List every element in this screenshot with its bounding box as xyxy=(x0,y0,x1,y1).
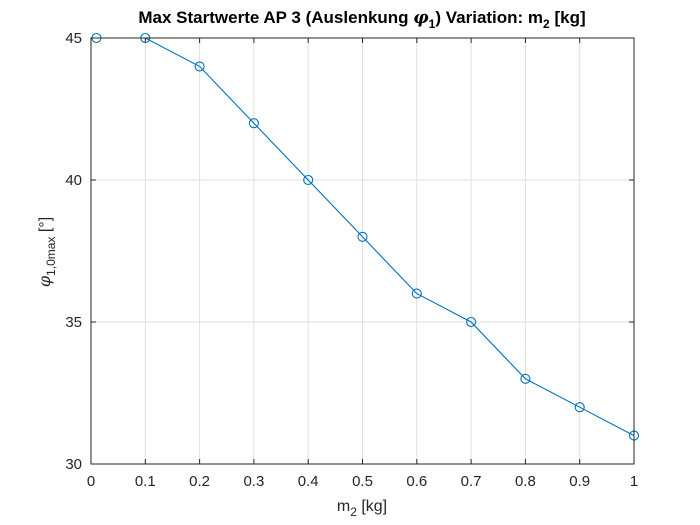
data-point-marker xyxy=(194,61,205,72)
y-tick-label: 30 xyxy=(65,456,82,473)
data-point-marker xyxy=(574,402,585,413)
y-tick-labels: 30 35 40 45 xyxy=(65,30,82,473)
data-point-marker xyxy=(520,373,531,384)
x-tick-label: 0.5 xyxy=(352,473,373,490)
x-tick-label: 0.7 xyxy=(461,473,482,490)
y-tick-label: 45 xyxy=(65,30,82,47)
tick-marks xyxy=(90,37,635,465)
data-point-marker xyxy=(248,118,259,129)
x-tick-label: 0.2 xyxy=(189,473,210,490)
chart-title: Max Startwerte AP 3 (Auslenkung φ1) Vari… xyxy=(138,8,585,31)
data-series xyxy=(91,32,640,441)
x-axis-label: m2 [kg] xyxy=(337,498,387,519)
series-line xyxy=(96,37,635,437)
y-tick-label: 35 xyxy=(65,314,82,331)
x-tick-label: 0.1 xyxy=(135,473,156,490)
x-tick-label: 1 xyxy=(630,473,638,490)
x-tick-label: 0.6 xyxy=(406,473,427,490)
data-point-marker xyxy=(466,316,477,328)
x-tick-label: 0.9 xyxy=(569,473,590,490)
x-tick-labels: 0 0.1 0.2 0.3 0.4 0.5 0.6 0.7 0.8 0.9 1 xyxy=(87,473,638,490)
data-point-marker xyxy=(303,174,314,186)
x-tick-label: 0 xyxy=(87,473,95,490)
x-tick-label: 0.8 xyxy=(515,473,536,490)
y-tick-label: 40 xyxy=(65,172,82,189)
data-point-marker xyxy=(411,288,422,299)
data-point-marker xyxy=(357,231,368,242)
x-tick-label: 0.4 xyxy=(298,473,319,490)
y-axis-label: φ1,0max [°] xyxy=(35,217,58,287)
x-tick-label: 0.3 xyxy=(243,473,264,490)
